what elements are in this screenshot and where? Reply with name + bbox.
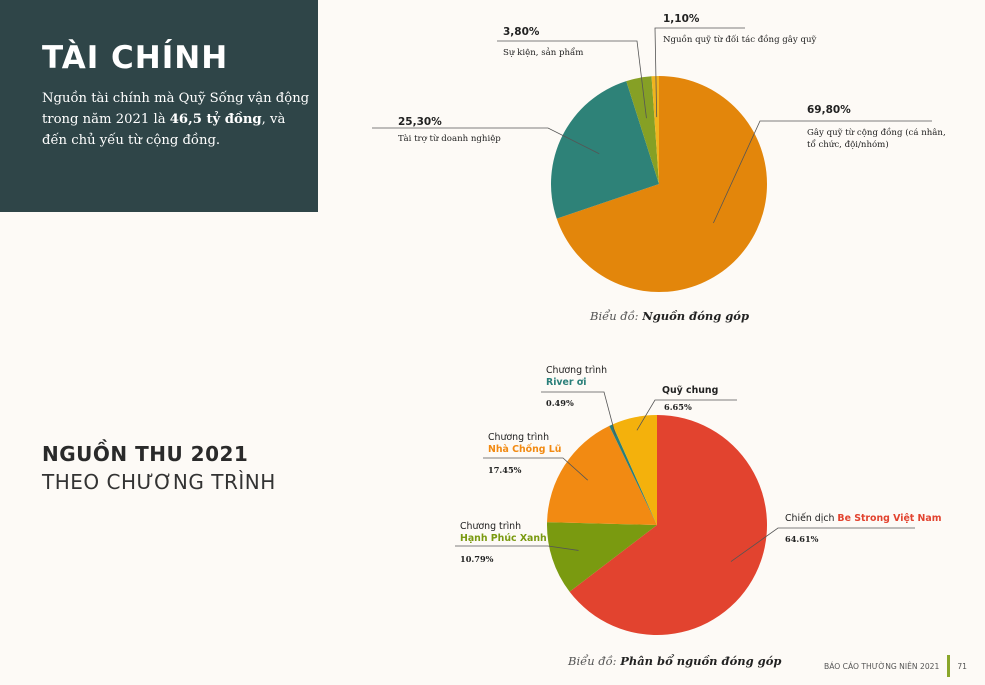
intro-text-pre: Nguồn tài chính mà Quỹ Sống vận động tro… xyxy=(42,91,310,127)
program-name: Be Strong Việt Nam xyxy=(837,513,941,524)
pie-slice xyxy=(651,76,659,184)
program-prefix: Chương trình xyxy=(460,521,521,532)
pie-slice xyxy=(551,81,659,219)
chart-caption-sources: Biểu đồ: Nguồn đóng góp xyxy=(590,309,749,323)
program-label: Chiến dịch Be Strong Việt Nam xyxy=(785,513,942,524)
pct-label: 25,30% xyxy=(398,116,442,128)
header-panel: TÀI CHÍNH Nguồn tài chính mà Quỹ Sống vậ… xyxy=(0,0,318,212)
pct-label: 0.49% xyxy=(546,398,574,408)
intro-text-amount: 46,5 tỷ đồng xyxy=(169,112,262,127)
slice-label: Nguồn quỹ từ đối tác đồng gây quỹ xyxy=(663,34,817,45)
pct-label: 3,80% xyxy=(503,26,540,38)
section-title: NGUỒN THU 2021 THEO CHƯƠNG TRÌNH xyxy=(42,442,276,494)
program-prefix: Chương trình xyxy=(488,432,549,443)
leader-line xyxy=(713,120,932,224)
caption-prefix: Biểu đồ: xyxy=(590,309,643,323)
pie-allocation-labels: Chiến dịch Be Strong Việt Nam 64.61% Chươn… xyxy=(455,365,942,564)
program-name: Hạnh Phúc Xanh xyxy=(460,533,547,544)
slice-label: Sự kiện, sản phẩm xyxy=(503,46,583,58)
pct-label: 1,10% xyxy=(663,13,700,25)
pie-slice xyxy=(609,424,657,525)
pie-slice xyxy=(612,415,657,525)
pie-slice xyxy=(556,76,768,292)
pie-sources-labels: 69,80% Gây quỹ từ cộng đồng (cá nhân,tổ c… xyxy=(372,13,946,224)
pct-label: 10.79% xyxy=(460,554,494,564)
program-name: River ơi xyxy=(546,377,586,388)
leader-line xyxy=(730,527,915,562)
pct-label: 64.61% xyxy=(785,534,819,544)
pie-slice xyxy=(569,415,767,635)
page-number: 71 xyxy=(957,661,967,671)
footer-report-name: BÁO CÁO THƯỜNG NIÊN 2021 xyxy=(823,661,940,671)
chart-caption-allocation: Biểu đồ: Phân bổ nguồn đóng góp xyxy=(568,654,781,668)
pie-slice xyxy=(547,522,657,592)
pct-label: 6.65% xyxy=(664,402,692,412)
intro-text: Nguồn tài chính mà Quỹ Sống vận động tro… xyxy=(42,88,312,151)
leader-line xyxy=(541,391,616,436)
page-footer: BÁO CÁO THƯỜNG NIÊN 2021 71 xyxy=(824,655,967,677)
leader-line xyxy=(455,545,579,551)
program-name: Quỹ chung xyxy=(662,385,718,396)
caption-prefix: Biểu đồ: xyxy=(568,654,621,668)
pie-chart-allocation xyxy=(547,415,767,635)
leader-line xyxy=(372,127,600,155)
pct-label: 17.45% xyxy=(488,465,522,475)
caption-title: Nguồn đóng góp xyxy=(642,309,750,323)
pie-slice xyxy=(626,76,659,184)
slice-label: tổ chức, đội/nhóm) xyxy=(807,138,889,150)
leader-line xyxy=(497,40,647,119)
program-prefix: Chương trình xyxy=(546,365,607,376)
footer-divider xyxy=(947,655,951,677)
caption-title: Phân bổ nguồn đóng góp xyxy=(620,654,782,668)
program-name: Nhà Chống Lũ xyxy=(488,444,561,455)
slice-label: Tài trợ từ doanh nghiệp xyxy=(398,133,501,144)
leader-line xyxy=(636,399,737,431)
pie-slice xyxy=(547,425,657,525)
intro-text-post: , và đến chủ yếu từ cộng đồng. xyxy=(42,112,286,148)
pct-label: 69,80% xyxy=(807,104,851,116)
section-title-line2: THEO CHƯƠNG TRÌNH xyxy=(42,470,276,494)
leader-line xyxy=(654,27,745,118)
pie-chart-sources xyxy=(551,76,768,292)
leader-line xyxy=(483,457,588,481)
program-prefix: Chiến dịch xyxy=(785,513,837,524)
page-title: TÀI CHÍNH xyxy=(42,40,229,76)
slice-label: Gây quỹ từ cộng đồng (cá nhân, xyxy=(807,127,946,138)
section-title-line1: NGUỒN THU 2021 xyxy=(42,442,249,466)
